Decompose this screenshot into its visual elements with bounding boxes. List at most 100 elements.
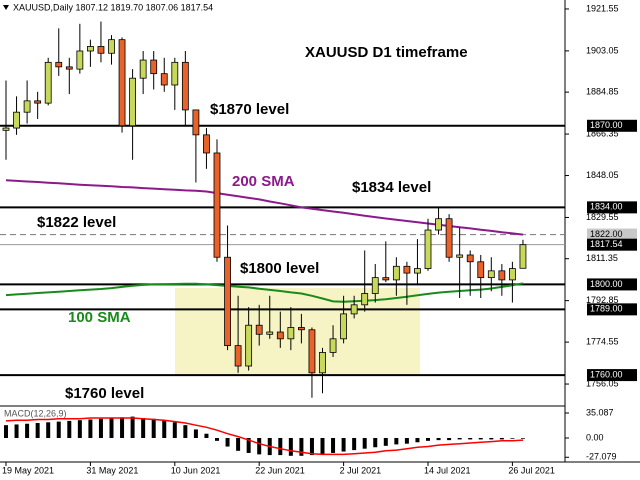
sma-line bbox=[5, 282, 524, 303]
x-tick-label: 26 Jul 2021 bbox=[508, 465, 555, 475]
candle-body bbox=[382, 277, 390, 281]
macd-bar bbox=[352, 437, 357, 451]
level-label-box bbox=[587, 303, 637, 316]
candle-body bbox=[340, 313, 348, 340]
macd-bar bbox=[447, 437, 452, 441]
y-tick-label: 1774.55 bbox=[586, 336, 619, 346]
level-label: 1800.00 bbox=[590, 279, 623, 289]
level-annotation: $1822 level bbox=[37, 214, 116, 231]
macd-bar bbox=[98, 418, 103, 438]
candle-body bbox=[477, 261, 485, 279]
candle-body bbox=[487, 270, 495, 279]
macd-bar bbox=[204, 433, 209, 438]
candle-body bbox=[329, 338, 337, 353]
macd-bar bbox=[236, 437, 241, 451]
candle-body bbox=[192, 109, 200, 136]
signal-line bbox=[5, 417, 524, 456]
macd-bar bbox=[215, 437, 219, 441]
y-tick-label: 1866.35 bbox=[586, 128, 619, 138]
candle-body bbox=[297, 327, 305, 331]
chart-title: XAUUSD D1 timeframe bbox=[305, 44, 468, 61]
candle-body bbox=[424, 229, 432, 269]
macd-bar bbox=[404, 437, 409, 444]
macd-bar bbox=[56, 421, 61, 438]
sma-annotation: 100 SMA bbox=[68, 309, 131, 326]
macd-bar bbox=[162, 420, 167, 438]
candle-body bbox=[55, 61, 63, 68]
candle-body bbox=[456, 254, 464, 258]
macd-bar bbox=[225, 437, 230, 447]
candle-body bbox=[519, 244, 527, 269]
level-label: 1817.54 bbox=[590, 239, 623, 249]
candle-body bbox=[371, 277, 379, 294]
macd-bar bbox=[331, 437, 336, 453]
y-tick-label: 1811.35 bbox=[586, 253, 618, 263]
macd-bar bbox=[320, 437, 325, 455]
candle-body bbox=[13, 111, 20, 129]
candle-body bbox=[2, 127, 10, 131]
level-label-box bbox=[587, 238, 637, 251]
candle-body bbox=[160, 73, 168, 86]
candle-body bbox=[498, 270, 506, 281]
candle-body bbox=[445, 218, 453, 258]
candle-body bbox=[392, 265, 400, 281]
level-label-box bbox=[587, 119, 637, 132]
macd-bar bbox=[141, 418, 146, 438]
candle-body bbox=[139, 59, 147, 79]
candle-body bbox=[319, 352, 326, 374]
macd-bar bbox=[478, 437, 483, 440]
candle-body bbox=[266, 331, 274, 335]
macd-title: MACD(12,26,9) bbox=[4, 408, 67, 418]
macd-bar bbox=[257, 437, 262, 455]
candle-body bbox=[87, 46, 94, 52]
y-tick-label: 1756.05 bbox=[586, 378, 619, 388]
level-label: 1870.00 bbox=[590, 120, 623, 130]
candle-body bbox=[76, 50, 84, 70]
chart-header: XAUUSD,Daily 1807.12 1819.70 1807.06 181… bbox=[13, 2, 213, 12]
level-annotation: $1870 level bbox=[210, 101, 289, 118]
macd-bar bbox=[183, 425, 188, 438]
candle-body bbox=[350, 304, 358, 315]
level-label: 1822.00 bbox=[590, 229, 623, 239]
candle-body bbox=[44, 61, 52, 104]
level-annotation: $1800 level bbox=[240, 260, 319, 277]
macd-bar bbox=[88, 419, 93, 438]
macd-bar bbox=[25, 423, 30, 438]
menu-triangle bbox=[3, 5, 9, 10]
macd-bar bbox=[468, 437, 473, 440]
macd-bar bbox=[299, 437, 304, 456]
candle-body bbox=[118, 39, 126, 127]
macd-bar bbox=[120, 417, 125, 438]
level-label: 1760.00 bbox=[590, 369, 623, 379]
y-tick-label: 1829.55 bbox=[586, 212, 619, 222]
candle-body bbox=[224, 256, 231, 347]
macd-bar bbox=[35, 423, 40, 438]
x-tick-label: 22 Jun 2021 bbox=[255, 465, 305, 475]
x-tick-label: 31 May 2021 bbox=[86, 465, 138, 475]
macd-bar bbox=[193, 429, 198, 438]
macd-bar bbox=[77, 420, 82, 438]
macd-bar bbox=[415, 437, 420, 443]
candle-body bbox=[181, 61, 189, 111]
candle-body bbox=[466, 254, 474, 263]
level-annotation: $1834 level bbox=[352, 179, 431, 196]
level-label: 1789.00 bbox=[590, 304, 623, 314]
macd-bar bbox=[288, 437, 293, 456]
macd-bar bbox=[362, 437, 367, 449]
range-zone bbox=[175, 288, 420, 375]
y-tick-label: 0.00 bbox=[586, 432, 604, 442]
level-label: 1834.00 bbox=[590, 202, 623, 212]
y-tick-label: 35.087 bbox=[586, 407, 614, 417]
sma-annotation: 200 SMA bbox=[232, 173, 295, 190]
macd-bar bbox=[436, 437, 441, 441]
y-tick-label: 1792.85 bbox=[586, 295, 619, 305]
macd-bar bbox=[151, 418, 156, 438]
candle-body bbox=[245, 324, 253, 367]
candle-body bbox=[213, 152, 221, 258]
candle-body bbox=[129, 77, 137, 127]
level-label-box bbox=[587, 369, 637, 382]
macd-bar bbox=[426, 437, 430, 441]
candle-body bbox=[308, 329, 316, 374]
macd-bar bbox=[394, 437, 399, 445]
